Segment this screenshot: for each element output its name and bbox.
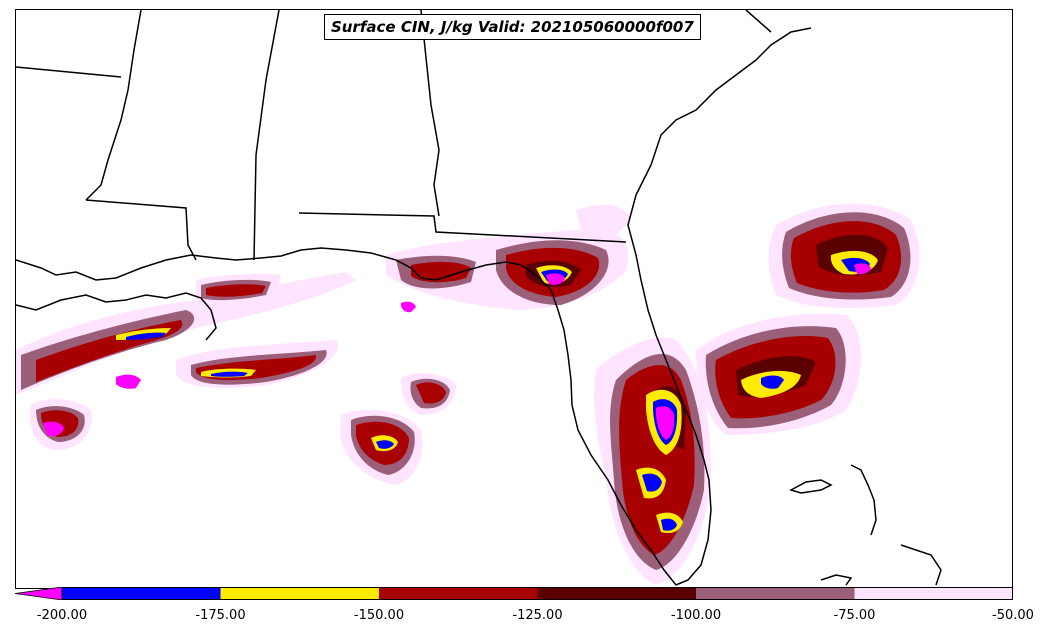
colorbar-segment [854,587,1013,600]
colorbar-extension-triangle [15,587,63,600]
map-panel [15,9,1013,589]
colorbar-tick-label: -200.00 [36,608,88,623]
colorbar-tick-label: -75.00 [833,608,876,623]
cin-map [16,10,942,586]
coastline-and-state-borders [16,10,942,586]
colorbar-tick-label: -100.00 [670,608,722,623]
colorbar-segment [537,587,696,600]
map-title: Surface CIN, J/kg Valid: 202105060000f00… [324,14,701,40]
colorbar-tick-label: -175.00 [195,608,246,623]
colorbar-segment [62,587,221,600]
colorbar-segment [220,587,379,600]
cin-shading [16,203,920,585]
colorbar-tick-label: -150.00 [353,608,405,623]
colorbar-tick-label: -125.00 [512,608,563,623]
colorbar-tick-label: -50.00 [992,608,1034,623]
colorbar [15,587,1013,600]
colorbar-segment [379,587,538,600]
colorbar-segment [696,587,855,600]
colorbar-border [61,587,1013,600]
